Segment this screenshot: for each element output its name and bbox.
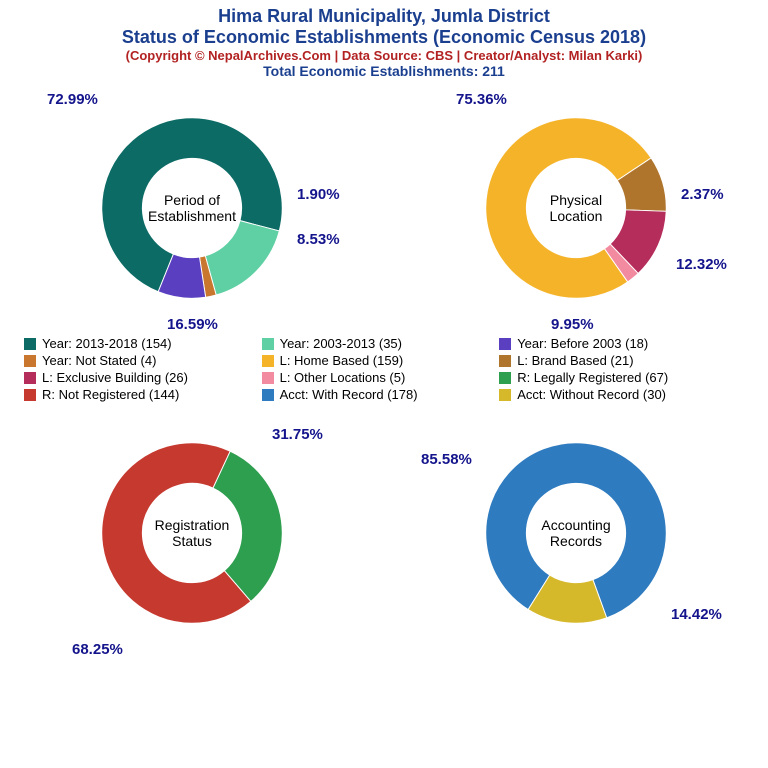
chart-location: PhysicalLocation75.36%9.95%12.32%2.37% <box>396 81 756 336</box>
percent-label: 75.36% <box>456 91 507 108</box>
percent-label: 9.95% <box>551 316 594 333</box>
percent-label: 2.37% <box>681 186 724 203</box>
percent-label: 8.53% <box>297 231 340 248</box>
legend-swatch <box>24 372 36 384</box>
legend-swatch <box>499 355 511 367</box>
percent-label: 1.90% <box>297 186 340 203</box>
legend: Year: 2013-2018 (154) Year: 2003-2013 (35… <box>0 336 768 406</box>
legend-item: Year: 2003-2013 (35) <box>262 336 500 351</box>
legend-label: Year: 2003-2013 (35) <box>280 336 402 351</box>
legend-item: R: Legally Registered (67) <box>499 370 737 385</box>
charts-row-top: Period ofEstablishment72.99%16.59%1.90%8… <box>0 81 768 336</box>
legend-item: L: Exclusive Building (26) <box>24 370 262 385</box>
title-line-2: Status of Economic Establishments (Econo… <box>8 27 760 48</box>
legend-swatch <box>499 372 511 384</box>
donut-slice <box>205 221 279 295</box>
legend-label: L: Other Locations (5) <box>280 370 406 385</box>
legend-item: Year: Before 2003 (18) <box>499 336 737 351</box>
chart-registration: RegistrationStatus31.75%68.25% <box>12 406 372 666</box>
percent-label: 12.32% <box>676 256 727 273</box>
legend-label: L: Exclusive Building (26) <box>42 370 188 385</box>
legend-label: L: Brand Based (21) <box>517 353 633 368</box>
percent-label: 14.42% <box>671 606 722 623</box>
legend-item: L: Brand Based (21) <box>499 353 737 368</box>
chart-period: Period ofEstablishment72.99%16.59%1.90%8… <box>12 81 372 336</box>
legend-label: Year: 2013-2018 (154) <box>42 336 172 351</box>
legend-label: R: Legally Registered (67) <box>517 370 668 385</box>
charts-row-bottom: RegistrationStatus31.75%68.25% Accountin… <box>0 406 768 666</box>
percent-label: 16.59% <box>167 316 218 333</box>
legend-label: L: Home Based (159) <box>280 353 404 368</box>
total-line: Total Economic Establishments: 211 <box>8 63 760 79</box>
legend-swatch <box>262 338 274 350</box>
legend-item: L: Other Locations (5) <box>262 370 500 385</box>
chart-header: Hima Rural Municipality, Jumla District … <box>0 0 768 81</box>
legend-swatch <box>262 355 274 367</box>
legend-swatch <box>24 355 36 367</box>
legend-item: Year: 2013-2018 (154) <box>24 336 262 351</box>
legend-item: R: Not Registered (144) <box>24 387 262 402</box>
legend-swatch <box>262 372 274 384</box>
chart-accounting: AccountingRecords85.58%14.42% <box>396 406 756 666</box>
percent-label: 85.58% <box>421 451 472 468</box>
legend-swatch <box>262 389 274 401</box>
legend-label: Acct: Without Record (30) <box>517 387 666 402</box>
legend-swatch <box>499 389 511 401</box>
legend-swatch <box>499 338 511 350</box>
legend-item: Year: Not Stated (4) <box>24 353 262 368</box>
legend-item: Acct: Without Record (30) <box>499 387 737 402</box>
legend-label: Acct: With Record (178) <box>280 387 418 402</box>
legend-item: Acct: With Record (178) <box>262 387 500 402</box>
legend-label: Year: Before 2003 (18) <box>517 336 648 351</box>
legend-label: R: Not Registered (144) <box>42 387 179 402</box>
legend-label: Year: Not Stated (4) <box>42 353 156 368</box>
percent-label: 68.25% <box>72 641 123 658</box>
legend-swatch <box>24 389 36 401</box>
percent-label: 31.75% <box>272 426 323 443</box>
legend-item: L: Home Based (159) <box>262 353 500 368</box>
percent-label: 72.99% <box>47 91 98 108</box>
legend-swatch <box>24 338 36 350</box>
copyright-line: (Copyright © NepalArchives.Com | Data So… <box>8 48 760 63</box>
title-line-1: Hima Rural Municipality, Jumla District <box>8 6 760 27</box>
